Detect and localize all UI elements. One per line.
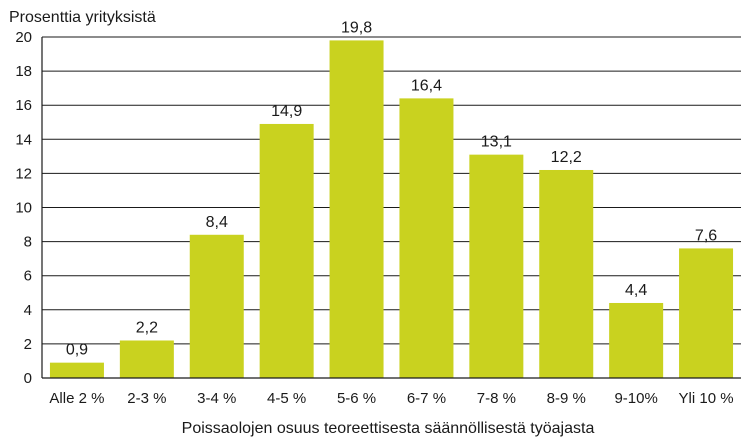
gridlines [42,36,741,345]
data-label: 7,6 [695,227,717,244]
y-tick-label: 8 [24,234,32,251]
data-labels: 0,9 2,2 8,4 14,9 19,8 16,4 13,1 12,2 4,4 7,6 [66,19,717,358]
data-label: 19,8 [341,19,372,36]
data-label: 4,4 [625,282,647,299]
bar [329,40,384,378]
y-tick-label: 2 [24,336,32,353]
data-label: 13,1 [481,134,512,151]
data-label: 14,9 [271,103,302,120]
x-tick-label: 3-4 % [197,390,236,407]
y-tick-label: 0 [24,370,32,387]
y-tick-label: 18 [15,63,32,80]
y-tick-label: 12 [15,165,32,182]
bar [469,154,524,378]
bar [119,340,174,378]
x-tick-label: Yli 10 % [679,390,734,407]
bar [189,234,244,378]
x-tick-label: Alle 2 % [49,390,104,407]
y-tick-label: 16 [15,97,32,114]
y-tick-labels: 0 2 4 6 8 10 12 14 16 18 20 [15,29,32,387]
x-tick-label: 7-8 % [477,390,516,407]
data-label: 0,9 [66,342,88,359]
bar [609,302,664,378]
x-axis-label: Poissaolojen osuus teoreettisesta säännö… [182,420,595,437]
y-tick-label: 20 [15,29,32,46]
y-axis-label: Prosenttia yrityksistä [9,9,156,26]
x-tick-label: 6-7 % [407,390,446,407]
y-tick-label: 14 [15,131,32,148]
x-tick-labels: Alle 2 % 2-3 % 3-4 % 4-5 % 5-6 % 6-7 % 7-8 % 8-… [49,390,733,407]
bar [679,248,734,378]
y-tick-label: 6 [24,268,32,285]
bar [539,169,594,378]
x-tick-label: 4-5 % [267,390,306,407]
data-label: 16,4 [411,77,442,94]
bar [259,123,314,378]
bar [49,362,104,378]
y-tick-label: 10 [15,200,32,217]
x-tick-label: 5-6 % [337,390,376,407]
bars [49,40,734,378]
y-tick-label: 4 [24,302,32,319]
x-tick-label: 8-9 % [547,390,586,407]
data-label: 2,2 [136,319,158,336]
data-label: 12,2 [551,149,582,166]
x-tick-label: 2-3 % [127,390,166,407]
data-label: 8,4 [206,214,228,231]
x-tick-label: 9-10% [614,390,657,407]
bar [399,98,454,378]
